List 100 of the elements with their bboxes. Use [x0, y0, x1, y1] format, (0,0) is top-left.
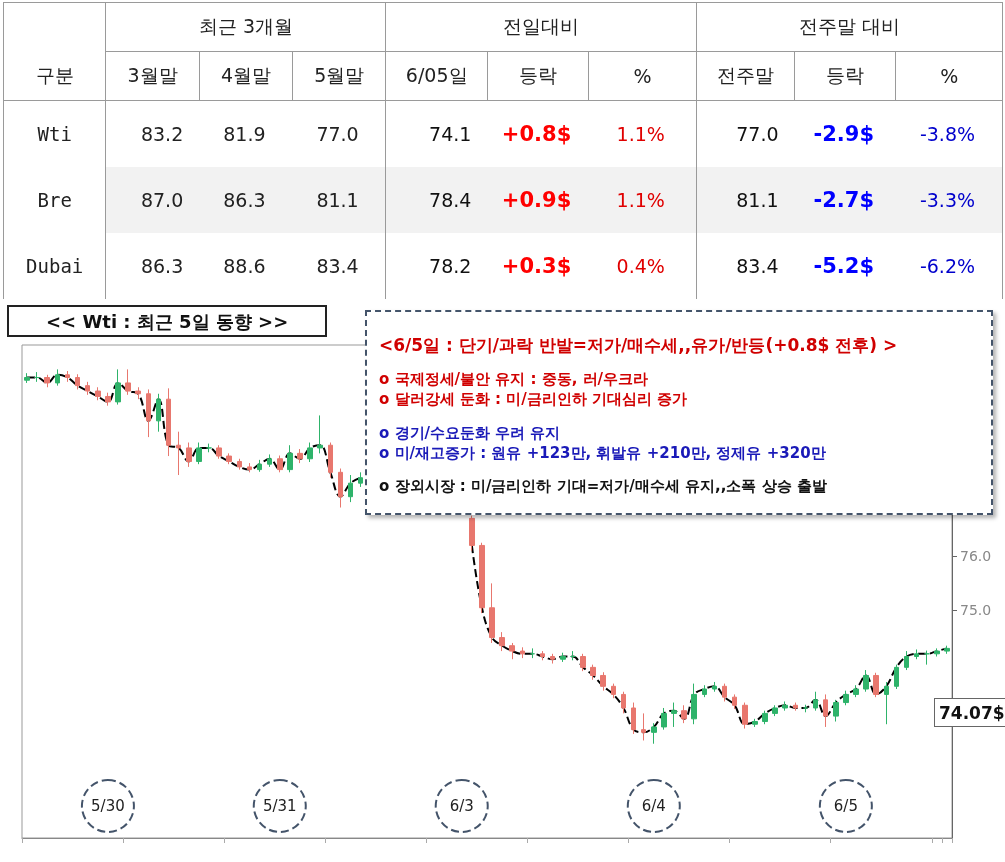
- candlestick: [247, 462, 252, 473]
- candlestick: [873, 672, 879, 698]
- candlestick: [479, 542, 485, 614]
- text: -3.3%: [919, 188, 976, 211]
- candlestick: [621, 691, 626, 714]
- candlestick: [277, 455, 283, 473]
- category-label: 전주말: [696, 51, 795, 101]
- candlestick: [762, 710, 768, 725]
- candlestick: [631, 702, 636, 735]
- text: 78.2: [429, 254, 472, 277]
- candlestick: [469, 515, 475, 552]
- candlestick: [55, 368, 60, 387]
- x-tick-label: 6/3: [449, 797, 474, 815]
- text: +0.9$: [501, 187, 572, 212]
- text: -6.2%: [919, 254, 976, 277]
- text: 81.1: [736, 188, 779, 211]
- candlestick: [257, 459, 262, 473]
- candlestick: [125, 368, 131, 396]
- candlestick: [843, 690, 849, 706]
- candlestick: [782, 700, 788, 712]
- candlestick: [712, 681, 717, 693]
- category-label: 등락: [487, 51, 589, 101]
- text: -2.9$: [813, 121, 875, 146]
- text: 81.1: [316, 188, 359, 211]
- text: 78.4: [429, 188, 472, 211]
- text: 전주말 대비: [696, 2, 1003, 52]
- candlestick: [691, 683, 697, 725]
- candlestick: [924, 650, 930, 666]
- candlestick: [813, 691, 818, 712]
- candlestick: [287, 444, 293, 473]
- candlestick: [358, 471, 363, 488]
- candlestick: [34, 371, 40, 383]
- candlestick: [186, 442, 192, 468]
- candlestick: [570, 650, 576, 661]
- candlestick: [702, 684, 707, 698]
- candlestick: [681, 704, 687, 724]
- text: +0.3$: [501, 253, 572, 278]
- candlestick: [590, 664, 596, 681]
- text: 1.1%: [616, 122, 665, 145]
- text: 구분: [3, 51, 106, 101]
- candlestick: [317, 414, 323, 454]
- candlestick: [772, 704, 778, 717]
- text: 1.1%: [616, 188, 665, 211]
- candlestick: [853, 684, 859, 698]
- annotation: 74.07$: [939, 702, 1005, 723]
- text: 전일대비: [385, 2, 697, 52]
- candlestick: [105, 392, 111, 407]
- text: 74.1: [429, 122, 472, 145]
- candlestick: [216, 444, 222, 460]
- candlestick: [176, 431, 181, 476]
- category-label: %: [895, 51, 1003, 101]
- x-tick-label: 5/30: [91, 797, 125, 815]
- candlestick: [944, 645, 950, 655]
- category-label: Wti: [37, 122, 72, 145]
- candlestick: [44, 374, 50, 388]
- category-label: Bre: [37, 188, 72, 211]
- text: 88.6: [223, 254, 266, 277]
- candlestick: [166, 387, 171, 457]
- candlestick: [722, 683, 727, 702]
- candlestick: [499, 631, 505, 652]
- annotation: o 국제정세/불안 유지 : 중동, 러/우크라: [379, 370, 649, 389]
- candlestick: [671, 702, 677, 728]
- candlestick: [237, 458, 242, 471]
- text: 83.4: [316, 254, 359, 277]
- candlestick: [550, 653, 555, 665]
- candlestick: [752, 718, 758, 728]
- text: 81.9: [223, 122, 266, 145]
- category-label: 6/05일: [385, 51, 488, 101]
- x-tick-label: 5/31: [262, 797, 297, 815]
- category-label: 3월말: [105, 51, 200, 101]
- candlestick: [863, 669, 869, 693]
- candlestick: [65, 370, 70, 383]
- candlestick: [226, 452, 232, 465]
- candlestick: [904, 650, 909, 671]
- category-label: 등락: [794, 51, 896, 101]
- text: -5.2$: [813, 253, 875, 278]
- candlestick: [115, 368, 121, 406]
- candlestick: [833, 699, 839, 723]
- candlestick: [307, 442, 313, 463]
- candlestick: [338, 468, 343, 509]
- text: 86.3: [223, 188, 266, 211]
- candlestick: [823, 693, 828, 728]
- annotation: o 미/재고증가 : 원유 +123만, 휘발유 +210만, 정제유 +320만: [379, 444, 826, 463]
- text: 최근 3개월: [105, 2, 386, 52]
- text: -2.7$: [813, 187, 875, 212]
- category-label: Dubai: [26, 254, 84, 277]
- candlestick: [95, 386, 101, 401]
- x-tick-label: 6/5: [833, 797, 858, 815]
- candlestick: [489, 582, 495, 644]
- candlestick: [742, 702, 748, 730]
- candlestick: [732, 693, 737, 710]
- candlestick: [661, 707, 667, 731]
- candlestick: [135, 386, 141, 400]
- annotation: <6/5일 : 단기/과락 반발=저가/매수세,,유가/반등(+0.8$ 전후) >: [379, 334, 898, 357]
- candlestick: [348, 474, 353, 503]
- candlestick: [196, 442, 202, 465]
- candlestick: [641, 712, 646, 741]
- annotation: o 달러강세 둔화 : 미/금리인하 기대심리 증가: [379, 390, 688, 409]
- text: 77.0: [316, 122, 359, 145]
- candlestick: [297, 448, 303, 464]
